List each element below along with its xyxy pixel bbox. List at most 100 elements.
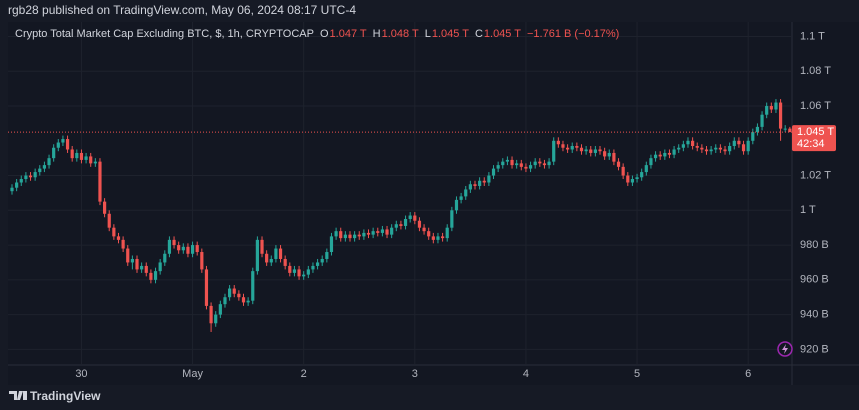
candle-body — [260, 239, 264, 254]
candle-body — [515, 163, 519, 166]
candle-body — [603, 151, 607, 157]
candle-body — [61, 139, 65, 143]
candle-body — [297, 269, 301, 277]
candle-body — [181, 246, 185, 251]
candle-body — [357, 234, 361, 237]
candle-body — [79, 152, 84, 160]
candle-body — [274, 248, 278, 259]
candle-body — [663, 152, 667, 157]
candle-body — [339, 231, 343, 239]
candle-body — [459, 196, 463, 200]
candle-body — [755, 126, 760, 133]
candle-body — [24, 175, 28, 180]
x-tick-label: May — [182, 368, 203, 380]
legend: Crypto Total Market Cap Excluding BTC, $… — [15, 28, 619, 40]
candle-body — [547, 161, 551, 166]
last-price-box — [792, 125, 836, 152]
candle-body — [658, 154, 662, 157]
candle-body — [417, 220, 422, 228]
x-tick-label: 6 — [745, 368, 751, 380]
candle-body — [255, 239, 259, 272]
candle-body — [408, 215, 412, 219]
candle-body — [218, 304, 222, 315]
alert-circle — [777, 341, 793, 357]
y-tick-label: 1.06 T — [800, 100, 831, 112]
candle-body — [315, 262, 320, 266]
candle-body — [390, 227, 394, 235]
candle-body — [681, 144, 685, 148]
candle-body — [343, 234, 347, 239]
candle-body — [52, 147, 56, 159]
candle-body — [394, 224, 398, 228]
candle-body — [714, 147, 718, 150]
candle-body — [533, 161, 537, 166]
x-tick-label: 3 — [412, 368, 418, 380]
candle-body — [505, 159, 510, 162]
candle-body — [209, 305, 213, 324]
candle-body — [519, 163, 523, 167]
candle-body — [265, 253, 269, 263]
candle-body — [251, 271, 255, 301]
candle-body — [468, 184, 472, 190]
candle-body — [334, 231, 338, 237]
candle-body — [566, 147, 570, 150]
candle-body — [399, 224, 403, 226]
candle-body — [329, 236, 334, 253]
candle-body — [10, 187, 14, 192]
candle-body — [561, 144, 565, 148]
candle-body — [598, 149, 602, 152]
candle-body — [728, 146, 732, 152]
candle-body — [584, 149, 588, 152]
candle-body — [158, 262, 162, 272]
candle-body — [732, 140, 736, 146]
candle-body — [542, 163, 547, 166]
candles — [10, 99, 792, 332]
candle-body — [241, 297, 246, 303]
candle-body — [149, 272, 153, 280]
legend-value: 1.048 T — [382, 28, 419, 40]
y-tick-label: 960 B — [800, 274, 829, 286]
candle-body — [204, 269, 209, 306]
candle-body — [98, 161, 102, 202]
candle-body — [288, 265, 292, 273]
candle-body — [28, 175, 33, 178]
candle-body — [440, 236, 445, 239]
candle-body — [751, 132, 755, 141]
candle-body — [112, 227, 116, 237]
candle-body — [130, 258, 134, 263]
publisher: rgb28 published on TradingView.com, May … — [8, 3, 356, 17]
candle-body — [223, 297, 227, 305]
candle-body — [56, 142, 60, 148]
candle-body — [737, 140, 741, 145]
candle-body — [746, 140, 750, 152]
candle-body — [431, 236, 435, 240]
candle-body — [667, 152, 672, 155]
y-tick-label: 1.08 T — [800, 65, 831, 77]
candle-body — [121, 239, 125, 249]
candle-body — [413, 215, 417, 221]
candle-body — [649, 158, 653, 166]
candle-body — [653, 154, 658, 159]
legend-key: O — [320, 28, 329, 40]
candle-body — [487, 175, 491, 183]
alert-bolt — [782, 344, 788, 354]
candle-body — [765, 106, 769, 115]
candle-body — [153, 271, 158, 280]
legend-value: 1.047 T — [330, 28, 367, 40]
candle-body — [450, 210, 454, 228]
candle-body — [380, 229, 384, 233]
candle-body — [269, 258, 273, 263]
candle-body — [353, 234, 357, 239]
candle-body — [84, 156, 88, 160]
candle-body — [228, 288, 232, 298]
candle-body — [163, 253, 167, 263]
candle-body — [528, 165, 533, 169]
candle-body — [93, 161, 97, 164]
candle-body — [769, 106, 773, 110]
candle-body — [760, 114, 764, 127]
candle-body — [723, 149, 727, 152]
candle-body — [686, 140, 690, 145]
countdown: 42:34 — [797, 138, 825, 150]
candle-body — [491, 168, 496, 176]
